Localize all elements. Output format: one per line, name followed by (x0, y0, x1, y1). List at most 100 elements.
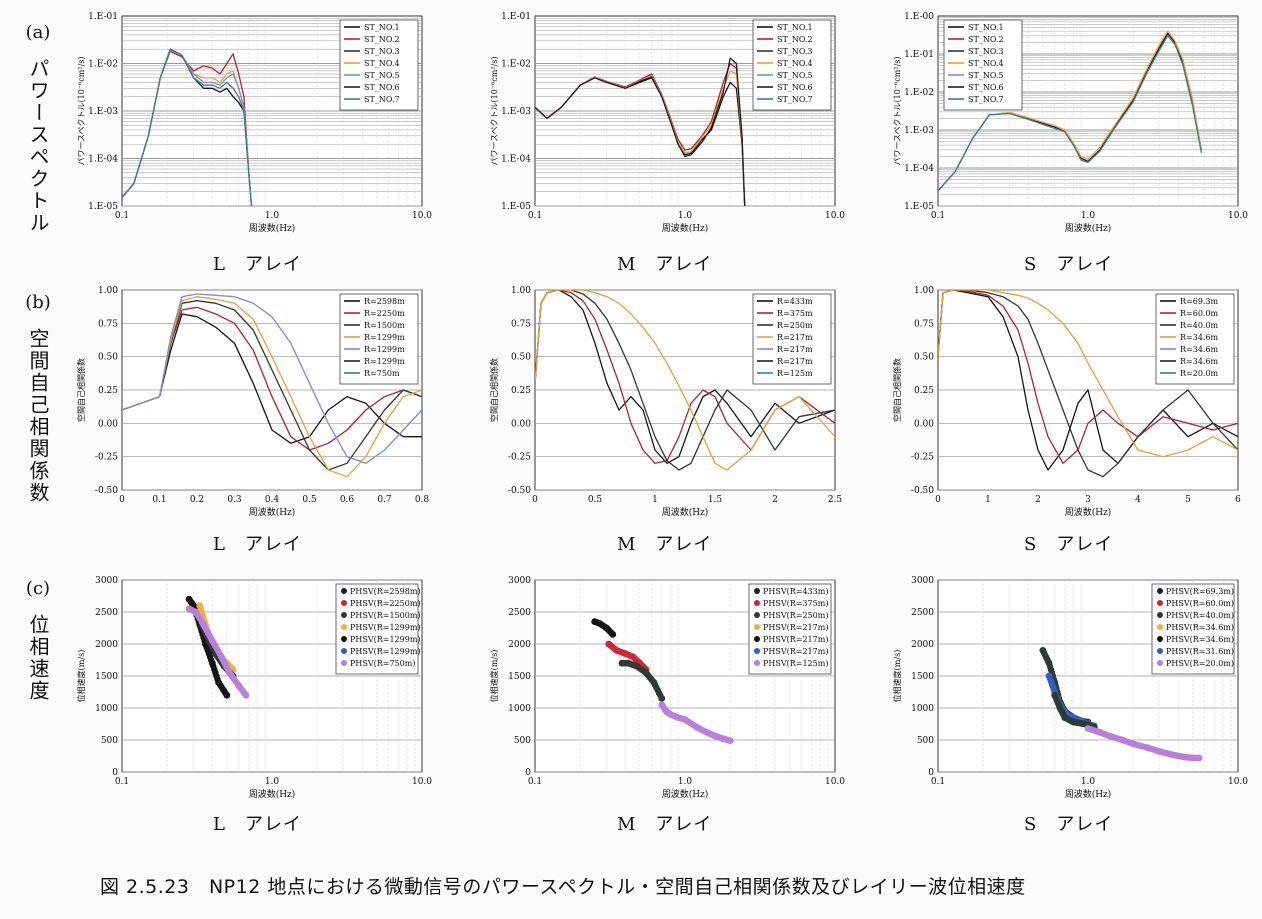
y-tick-label: 3000 (95, 576, 118, 586)
legend-box (339, 19, 419, 111)
legend: R=69.3m R=60.0m R=40.0m R=34.6m R=34.6m R=34.… (1155, 293, 1235, 385)
legend-entry: R=2598m (364, 297, 405, 306)
legend-entry: PHSV(R=1299m) (350, 623, 421, 632)
y-tick-label: 0.50 (98, 353, 118, 363)
y-tick-label: 1000 (95, 704, 118, 714)
phase-velocity-chart-S: 0 500 1000 1500 2000 2500 3000 0.1 1.0 10.0 周波数(Hz… (892, 576, 1248, 800)
x-tick-label: 0.1 (528, 777, 542, 787)
legend-entry: PHSV(R=69.3m) (1166, 587, 1234, 596)
y-tick-label: 1000 (911, 704, 934, 714)
legend-entry: PHSV(R=2598m) (350, 587, 421, 596)
x-tick-label: 1.0 (1081, 211, 1096, 221)
x-tick-label: 0.1 (115, 211, 129, 221)
legend-box (335, 583, 419, 675)
data-point (223, 691, 231, 699)
series-group (185, 595, 250, 699)
x-tick-label: 10.0 (825, 211, 845, 221)
array-label-S: S アレイ (1024, 254, 1114, 275)
legend-entry: ST_NO.1 (968, 23, 1004, 32)
series-group (1039, 647, 1203, 762)
y-tick-label: 500 (514, 736, 531, 746)
legend-entry: R=34.6m (1180, 333, 1219, 342)
x-tick-label: 1 (985, 495, 991, 505)
x-tick-label: 0.6 (340, 495, 355, 505)
legend-entry: R=1299m (364, 345, 405, 354)
array-label-L: L アレイ (213, 534, 302, 555)
x-tick-label: 0.4 (265, 495, 280, 505)
y-axis-label: パワースペクトル(10⁻⁶cm²/s) (893, 57, 902, 166)
legend-entry: ST_NO.2 (777, 35, 813, 44)
legend-entry: R=34.6m (1180, 345, 1219, 354)
series-line (122, 48, 253, 206)
row-text: 空間自己相関係数 (26, 328, 50, 504)
data-point (1195, 754, 1203, 762)
x-tick-label: 3 (1085, 495, 1091, 505)
y-axis-label: 空間自己相関係数 (489, 358, 499, 422)
x-axis-label: 周波数(Hz) (249, 788, 296, 800)
legend-entry: ST_NO.2 (968, 35, 1004, 44)
legend-entry: R=1299m (364, 357, 405, 366)
series-line (938, 290, 1238, 464)
y-tick-label: 1500 (911, 672, 934, 682)
legend-entry: PHSV(R=217m) (763, 647, 828, 656)
y-axis-label: 空間自己相関係数 (892, 358, 902, 422)
legend-box (752, 293, 832, 385)
y-tick-label: 1.00 (511, 286, 531, 296)
legend-entry: PHSV(R=217m) (763, 623, 828, 632)
series-group (535, 290, 835, 471)
series-group (591, 618, 734, 745)
legend-marker (341, 588, 347, 594)
row-tag: (a) (25, 22, 51, 43)
y-tick-label: 1.00 (914, 286, 934, 296)
y-axis-label: パワースペクトル(10⁻⁶cm²/s) (490, 57, 499, 166)
legend-entry: R=1299m (364, 333, 405, 342)
y-tick-label: 1.E-04 (88, 155, 118, 165)
legend: ST_NO.1 ST_NO.2 ST_NO.3 ST_NO.4 ST_NO.5 ST_NO… (943, 19, 1023, 111)
x-tick-label: 2 (1035, 495, 1041, 505)
y-tick-label: 1.E-01 (88, 12, 118, 22)
legend-marker (754, 588, 760, 594)
x-tick-label: 0 (119, 495, 125, 505)
legend-entry: R=750m (364, 369, 400, 378)
y-tick-label: 1.E-03 (88, 107, 118, 117)
legend-marker (754, 660, 760, 666)
power-spectrum-chart-M: 1.E-05 1.E-04 1.E-03 1.E-02 1.E-01 0.1 1.0 10.0… (490, 12, 845, 234)
legend-marker (1157, 600, 1163, 606)
series-line (122, 293, 422, 464)
y-tick-label: 3000 (508, 576, 531, 586)
y-tick-label: 1000 (508, 704, 531, 714)
x-tick-label: 1.0 (265, 211, 280, 221)
data-point (726, 737, 734, 745)
legend-entry: PHSV(R=34.6m) (1166, 635, 1234, 644)
legend-entry: R=40.0m (1180, 321, 1219, 330)
legend-marker (1157, 648, 1163, 654)
legend-entry: ST_NO.4 (364, 59, 400, 68)
legend-entry: ST_NO.4 (777, 59, 813, 68)
y-axis-label: 位相速度(m/s) (76, 650, 86, 703)
legend-marker (341, 660, 347, 666)
legend-entry: ST_NO.4 (968, 59, 1004, 68)
y-tick-label: 2000 (508, 640, 531, 650)
series-line (938, 35, 1203, 192)
y-tick-label: -0.50 (911, 486, 934, 496)
legend-marker (1157, 588, 1163, 594)
y-tick-label: 0.75 (98, 319, 118, 329)
y-tick-label: 0.50 (914, 353, 934, 363)
legend-marker (754, 636, 760, 642)
y-tick-label: 1500 (508, 672, 531, 682)
x-tick-label: 1 (652, 495, 658, 505)
data-point (242, 691, 250, 699)
legend-marker (754, 648, 760, 654)
x-tick-label: 10.0 (825, 777, 845, 787)
series-line (535, 57, 746, 206)
legend-entry: ST_NO.6 (968, 83, 1004, 92)
y-axis-label: 位相速度(m/s) (892, 650, 902, 703)
legend-entry: PHSV(R=34.6m) (1166, 623, 1234, 632)
x-tick-label: 1.5 (708, 495, 723, 505)
x-tick-label: 2.5 (828, 495, 843, 505)
y-tick-label: 0.50 (511, 353, 531, 363)
series-line (535, 290, 835, 471)
legend-box (1151, 583, 1235, 675)
legend-entry: R=250m (777, 321, 813, 330)
legend-entry: ST_NO.6 (364, 83, 400, 92)
